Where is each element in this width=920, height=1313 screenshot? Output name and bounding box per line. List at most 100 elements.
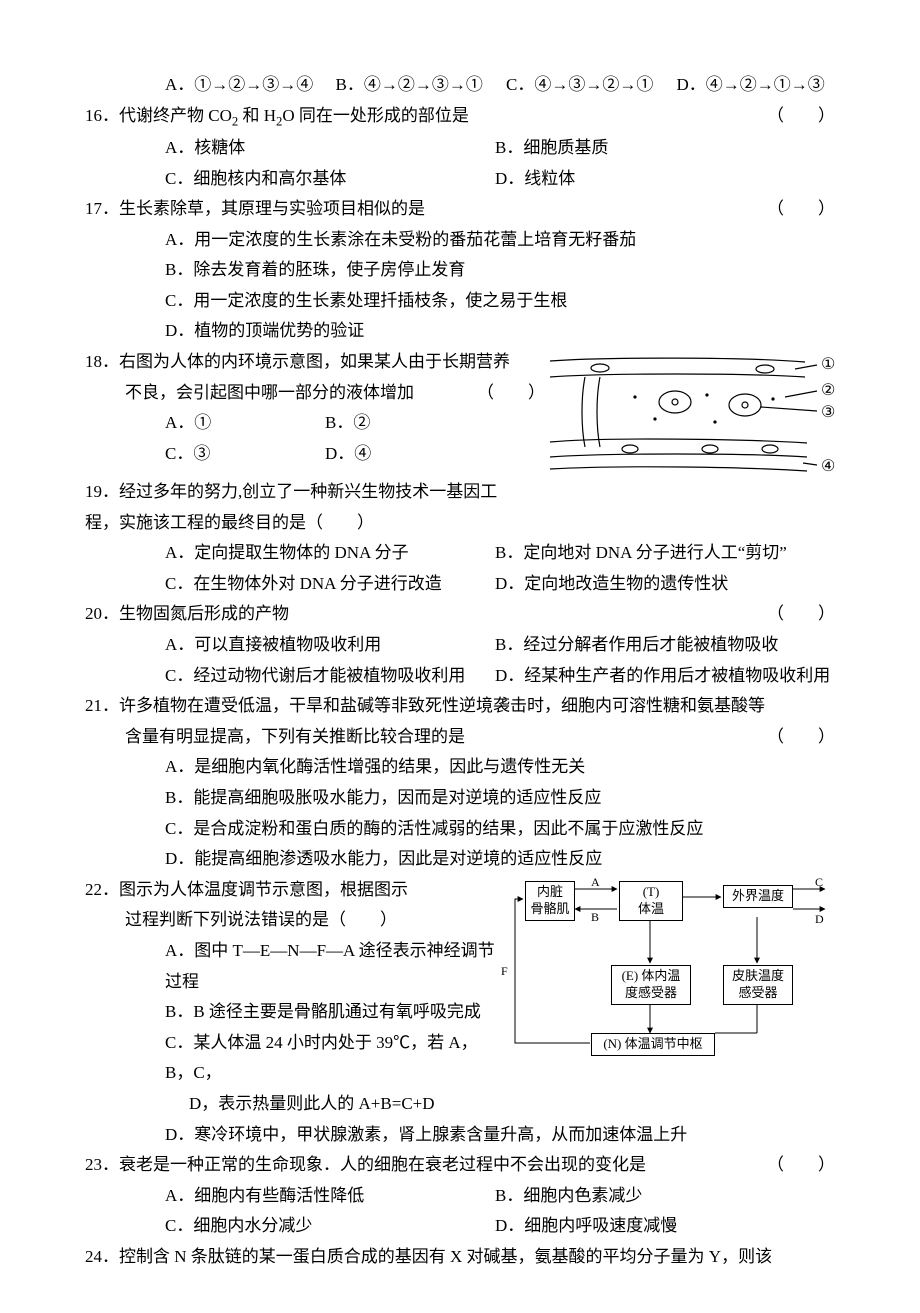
q24-stem: 24．控制含 N 条肽链的某一蛋白质合成的基因有 X 对碱基，氨基酸的平均分子量…: [85, 1242, 835, 1273]
q18-b-val: ②: [353, 413, 370, 432]
fig22-box4-pre: (E): [622, 968, 639, 983]
q19-option-a: A．定向提取生物体的 DNA 分子: [165, 538, 495, 569]
q16-number: 16．: [85, 106, 119, 125]
fig22-label-f: F: [501, 964, 508, 978]
q18-figure: ① ② ③ ④: [545, 347, 835, 477]
q18-options-row1: A．① B．②: [85, 408, 545, 439]
q22-stem-line2: 过程判断下列说法错误的是（ ）: [85, 905, 495, 936]
q24-number: 24．: [85, 1247, 119, 1266]
q21-option-b: B．能提高细胞吸胀吸水能力，因而是对逆境的适应性反应: [85, 783, 835, 814]
q16-stem-post: O 同在一处形成的部位是: [282, 106, 469, 125]
q17-option-a: A．用一定浓度的生长素涂在未受粉的番茄花蕾上培育无籽番茄: [85, 225, 835, 256]
q23-number: 23．: [85, 1155, 119, 1174]
q18-paren: （ ）: [469, 378, 545, 409]
q16-options-row1: A．核糖体 B．细胞质基质: [85, 133, 835, 164]
fig22-box3: 外界温度: [723, 885, 793, 908]
q21-stem1: 许多植物在遭受低温，干旱和盐碱等非致死性逆境袭击时，细胞内可溶性糖和氨基酸等: [119, 696, 765, 715]
fig22-label-a: A: [591, 875, 600, 889]
q15-option-a: A．①→②→③→④: [165, 70, 324, 101]
q18-c-label: C．: [165, 444, 193, 463]
q19-stem-line2: 程，实施该工程的最终目的是（ ）: [85, 508, 835, 539]
q16-option-d: D．线粒体: [495, 164, 835, 195]
q16-paren: （ ）: [759, 101, 835, 132]
q22-figure: A B C D F 内脏骨骼肌 (T)体温 外界温度 (E) 体内温度感受器 皮…: [495, 875, 835, 1065]
q16-option-a: A．核糖体: [165, 133, 495, 164]
fig22-box6-text: 体温调节中枢: [625, 1036, 703, 1051]
q18-c-val: ③: [193, 444, 210, 463]
q18-d-val: ④: [354, 444, 371, 463]
q15-option-d: D．④→②→①→③: [677, 70, 836, 101]
q23-options-row2: C．细胞内水分减少 D．细胞内呼吸速度减慢: [85, 1211, 835, 1242]
q17-option-c: C．用一定浓度的生长素处理扦插枝条，使之易于生根: [85, 286, 835, 317]
q18-stem2: 不良，会引起图中哪一部分的液体增加: [125, 378, 469, 409]
q23-stem: 23．衰老是一种正常的生命现象．人的细胞在衰老过程中不会出现的变化是 （ ）: [85, 1150, 835, 1181]
q17-paren: （ ）: [759, 194, 835, 225]
q21-option-d: D．能提高细胞渗透吸水能力，因此是对逆境的适应性反应: [85, 844, 835, 875]
q23-option-d: D．细胞内呼吸速度减慢: [495, 1211, 835, 1242]
q18-a-val: ①: [194, 413, 211, 432]
fig22-box5: 皮肤温度感受器: [723, 965, 793, 1005]
q23-option-a: A．细胞内有些酶活性降低: [165, 1181, 495, 1212]
fig22-box6: (N) 体温调节中枢: [591, 1033, 715, 1056]
fig22-box2-pre: (T): [643, 884, 660, 899]
q20-options-row2: C．经过动物代谢后才能被植物吸收利用 D．经某种生产者的作用后才被植物吸收利用: [85, 661, 835, 692]
fig18-label-1: ①: [821, 356, 835, 373]
q19-options-row2: C．在生物体外对 DNA 分子进行改造 D．定向地改造生物的遗传性状: [85, 569, 835, 600]
q21-option-a: A．是细胞内氧化酶活性增强的结果，因此与遗传性无关: [85, 752, 835, 783]
q18-d-label: D．: [325, 444, 354, 463]
q21-paren: （ ）: [759, 722, 835, 753]
fig22-box4: (E) 体内温度感受器: [611, 965, 691, 1005]
q22-block: 22．图示为人体温度调节示意图，根据图示 过程判断下列说法错误的是（ ） A．图…: [85, 875, 835, 1120]
q18-b-label: B．: [325, 413, 353, 432]
fig22-label-b: B: [591, 910, 599, 924]
q22-option-d: D．寒冷环境中，甲状腺激素，肾上腺素含量升高，从而加速体温上升: [85, 1120, 835, 1151]
q22-option-c2: D，表示热量则此人的 A+B=C+D: [85, 1089, 495, 1120]
q16-stem-pre: 代谢终产物 CO: [119, 106, 232, 125]
q22-number: 22．: [85, 880, 119, 899]
q22-option-b: B．B 途径主要是骨骼肌通过有氧呼吸完成: [85, 997, 495, 1028]
q18-number: 18．: [85, 352, 119, 371]
q16-stem-mid: 和 H: [238, 106, 276, 125]
q18-stem-line2: 不良，会引起图中哪一部分的液体增加 （ ）: [85, 378, 545, 409]
q20-option-c: C．经过动物代谢后才能被植物吸收利用: [165, 661, 495, 692]
q21-number: 21．: [85, 696, 119, 715]
q19-stem1: 经过多年的努力,创立了一种新兴生物技术一基因工: [119, 482, 497, 501]
q20-stem: 20．生物固氮后形成的产物 （ ）: [85, 599, 835, 630]
q19-option-c: C．在生物体外对 DNA 分子进行改造: [165, 569, 495, 600]
fig22-box6-pre: (N): [603, 1036, 621, 1051]
fig22-label-c: C: [815, 875, 823, 889]
q20-options-row1: A．可以直接被植物吸收利用 B．经过分解者作用后才能被植物吸收: [85, 630, 835, 661]
q23-options-row1: A．细胞内有些酶活性降低 B．细胞内色素减少: [85, 1181, 835, 1212]
q18-stem-line1: 18．右图为人体的内环境示意图，如果某人由于长期营养: [85, 347, 545, 378]
q16-stem: 16．代谢终产物 CO2 和 H2O 同在一处形成的部位是 （ ）: [85, 101, 835, 133]
q15-option-c: C．④→③→②→①: [506, 70, 665, 101]
q17-option-d: D．植物的顶端优势的验证: [85, 316, 835, 347]
q23-option-b: B．细胞内色素减少: [495, 1181, 835, 1212]
q18-block: 18．右图为人体的内环境示意图，如果某人由于长期营养 不良，会引起图中哪一部分的…: [85, 347, 835, 477]
q17-stem: 17．生长素除草，其原理与实验项目相似的是 （ ）: [85, 194, 835, 225]
q23-option-c: C．细胞内水分减少: [165, 1211, 495, 1242]
q20-paren: （ ）: [759, 599, 835, 630]
q19-option-d: D．定向地改造生物的遗传性状: [495, 569, 835, 600]
q21-option-c: C．是合成淀粉和蛋白质的酶的活性减弱的结果，因此不属于应激性反应: [85, 814, 835, 845]
q19-option-b: B．定向地对 DNA 分子进行人工“剪切”: [495, 538, 835, 569]
q21-stem-line1: 21．许多植物在遭受低温，干旱和盐碱等非致死性逆境袭击时，细胞内可溶性糖和氨基酸…: [85, 691, 835, 722]
q20-option-d: D．经某种生产者的作用后才被植物吸收利用: [495, 661, 835, 692]
fig22-box1-text: 内脏骨骼肌: [530, 884, 569, 916]
q20-option-a: A．可以直接被植物吸收利用: [165, 630, 495, 661]
q18-a-label: A．: [165, 413, 194, 432]
q19-options-row1: A．定向提取生物体的 DNA 分子 B．定向地对 DNA 分子进行人工“剪切”: [85, 538, 835, 569]
q16-options-row2: C．细胞核内和高尔基体 D．线粒体: [85, 164, 835, 195]
q17-option-b: B．除去发育着的胚珠，使子房停止发育: [85, 255, 835, 286]
q19-number: 19．: [85, 482, 119, 501]
q16-option-b: B．细胞质基质: [495, 133, 835, 164]
q15-options: A．①→②→③→④ B．④→②→③→① C．④→③→②→① D．④→②→①→③: [85, 70, 835, 101]
q23-paren: （ ）: [759, 1150, 835, 1181]
fig18-label-4: ④: [821, 458, 835, 475]
q16-option-c: C．细胞核内和高尔基体: [165, 164, 495, 195]
q22-stem1: 图示为人体温度调节示意图，根据图示: [119, 880, 408, 899]
q21-stem-line2: 含量有明显提高，下列有关推断比较合理的是 （ ）: [85, 722, 835, 753]
fig22-box1: 内脏骨骼肌: [525, 881, 575, 921]
q17-number: 17．: [85, 199, 119, 218]
fig18-label-3: ③: [821, 404, 835, 421]
